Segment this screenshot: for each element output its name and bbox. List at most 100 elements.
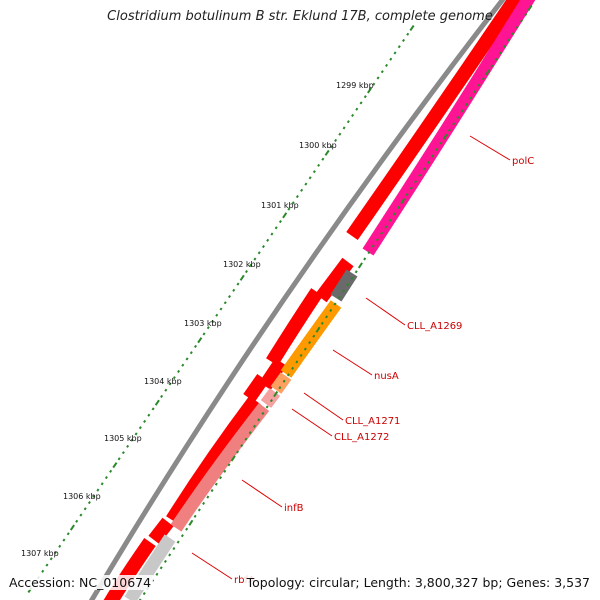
minor-tick <box>286 373 290 377</box>
minor-tick <box>79 513 83 517</box>
minor-tick <box>269 398 273 403</box>
minor-tick <box>469 96 473 100</box>
minor-tick <box>439 141 443 145</box>
minor-tick <box>380 231 384 235</box>
minor-tick <box>49 557 53 561</box>
minor-tick <box>270 232 274 236</box>
minor-tick <box>210 489 214 493</box>
minor-tick <box>295 360 299 364</box>
leader-CLL_A1271 <box>303 392 344 421</box>
minor-tick <box>92 494 96 498</box>
minor-tick <box>159 566 163 570</box>
minor-tick <box>426 160 430 164</box>
minor-tick <box>236 450 239 454</box>
leader-CLL_A1269 <box>365 297 406 326</box>
minor-tick <box>435 148 439 152</box>
minor-tick <box>473 90 477 94</box>
minor-tick <box>58 544 62 548</box>
minor-tick <box>406 32 410 36</box>
minor-tick <box>354 270 358 274</box>
minor-tick <box>371 244 375 248</box>
minor-tick <box>372 82 376 86</box>
minor-tick <box>138 426 142 430</box>
tick-label: 1307 kbp <box>21 549 59 558</box>
minor-tick <box>253 257 257 261</box>
major-tick <box>273 391 279 398</box>
minor-tick <box>414 180 418 184</box>
minor-tick <box>227 294 231 299</box>
minor-tick <box>223 469 227 473</box>
minor-tick <box>278 220 282 224</box>
minor-tick <box>244 269 248 274</box>
gene-label-CLL_A1271: CLL_A1271 <box>345 416 400 427</box>
cds-arrow <box>315 257 354 303</box>
minor-tick <box>507 38 511 42</box>
minor-tick <box>392 212 396 216</box>
minor-tick <box>460 109 464 113</box>
minor-tick <box>206 326 210 330</box>
minor-tick <box>282 379 286 383</box>
minor-tick <box>299 353 303 358</box>
major-tick <box>315 326 321 333</box>
minor-tick <box>385 63 389 68</box>
minor-tick <box>168 382 172 386</box>
minor-tick <box>164 388 168 392</box>
cds-arrow <box>166 395 261 524</box>
minor-tick <box>211 319 215 324</box>
minor-tick <box>338 132 342 136</box>
minor-tick <box>87 501 91 505</box>
minor-tick <box>240 444 244 448</box>
minor-tick <box>215 313 219 317</box>
minor-tick <box>464 102 468 107</box>
map-title: Clostridium botulinum B str. Eklund 17B,… <box>107 9 493 24</box>
minor-tick <box>388 218 392 222</box>
minor-tick <box>172 376 176 380</box>
minor-tick <box>337 296 341 300</box>
major-tick <box>367 87 373 94</box>
minor-tick <box>363 257 367 261</box>
minor-tick <box>274 226 278 230</box>
minor-tick <box>359 101 363 105</box>
minor-tick <box>295 195 299 199</box>
minor-tick <box>422 167 426 171</box>
minor-tick <box>490 64 494 68</box>
major-tick <box>409 24 415 32</box>
gene-label-nusA: nusA <box>374 371 399 382</box>
leader-infB <box>241 479 283 508</box>
minor-tick <box>261 411 265 415</box>
tick-label: 1301 kbp <box>261 201 299 210</box>
gene-label-CLL_A1272: CLL_A1272 <box>334 432 389 443</box>
minor-tick <box>393 51 397 55</box>
minor-tick <box>278 386 282 390</box>
minor-tick <box>249 263 253 267</box>
minor-tick <box>185 357 189 361</box>
minor-tick <box>346 120 350 124</box>
minor-tick <box>214 482 218 486</box>
minor-tick <box>350 276 354 280</box>
minor-tick <box>236 282 240 286</box>
minor-tick <box>126 444 130 448</box>
minor-tick <box>375 238 379 242</box>
minor-tick <box>194 344 198 349</box>
minor-tick <box>346 283 350 287</box>
tick-label: 1300 kbp <box>299 141 337 150</box>
minor-tick <box>308 176 312 180</box>
minor-tick <box>291 366 295 370</box>
minor-tick <box>494 57 498 62</box>
minor-tick <box>193 514 197 518</box>
cds-arrow <box>346 0 523 241</box>
minor-tick <box>481 77 485 81</box>
major-tick <box>400 197 406 205</box>
minor-tick <box>351 113 355 117</box>
minor-tick <box>257 251 261 255</box>
minor-tick <box>45 563 49 567</box>
minor-tick <box>147 413 151 417</box>
minor-tick <box>524 12 528 16</box>
major-tick <box>282 212 288 219</box>
major-tick <box>188 519 194 526</box>
minor-tick <box>291 201 295 205</box>
major-tick <box>69 524 75 531</box>
minor-tick <box>312 170 316 174</box>
minor-tick <box>325 315 329 319</box>
minor-tick <box>367 250 371 255</box>
